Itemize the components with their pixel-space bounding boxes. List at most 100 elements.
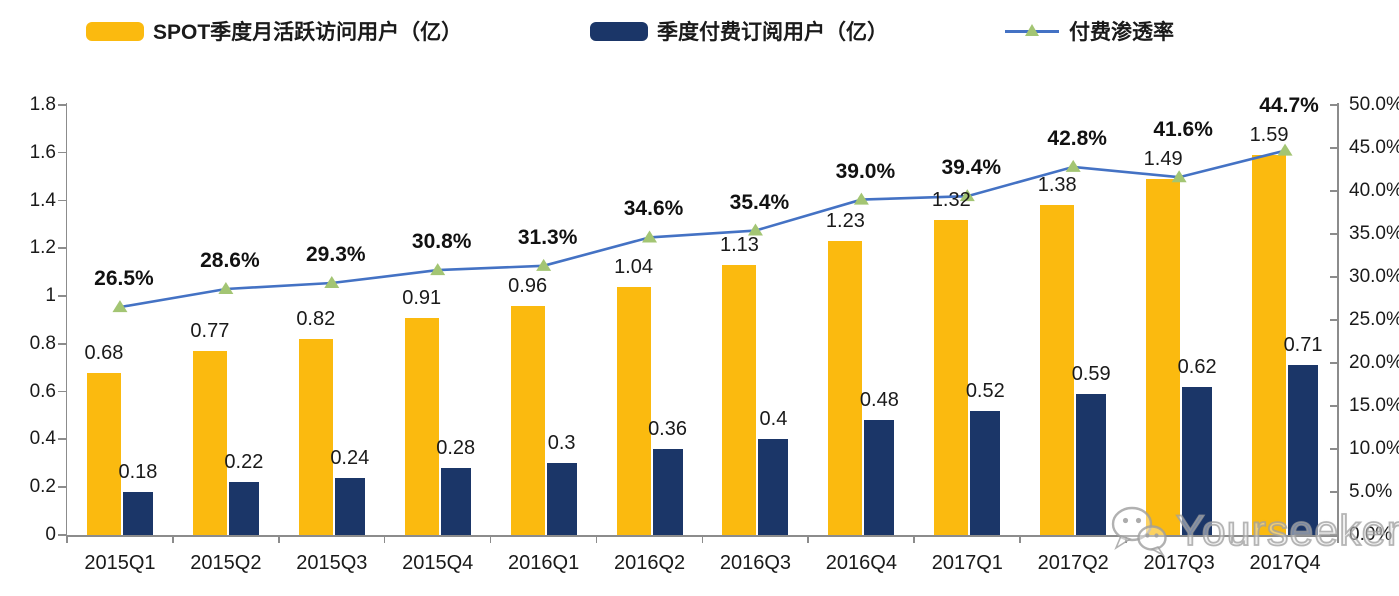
right-axis-tick — [1330, 319, 1338, 321]
bar-mau-2016Q4 — [828, 241, 863, 535]
x-axis-category-label: 2017Q2 — [1037, 552, 1109, 574]
bar-mau-2016Q1 — [510, 305, 545, 535]
bar-label-subscribers-2017Q4: 0.71 — [1283, 334, 1323, 357]
watermark-text: Yourseeker — [1175, 506, 1399, 556]
bar-subscribers-2017Q1 — [970, 410, 1001, 535]
penetration-line — [119, 149, 1286, 309]
bar-label-subscribers-2015Q2: 0.22 — [224, 451, 264, 474]
x-axis-tick — [1231, 535, 1233, 543]
watermark: Yourseeker — [1108, 503, 1399, 559]
left-axis-tick — [58, 438, 66, 441]
bar-mau-2016Q3 — [722, 265, 757, 535]
right-axis-tick — [1330, 534, 1338, 536]
bar-label-subscribers-2015Q1: 0.18 — [118, 461, 158, 483]
x-axis-category-label: 2015Q1 — [84, 552, 156, 574]
left-axis-tick — [58, 199, 66, 202]
penetration-marker-2016Q4 — [853, 192, 869, 205]
bar-mau-2017Q4 — [1252, 155, 1287, 535]
x-axis-tick — [701, 535, 704, 543]
x-axis-category-label: 2016Q2 — [613, 552, 686, 574]
bar-label-subscribers-2016Q2: 0.36 — [648, 418, 687, 440]
bar-subscribers-2017Q4 — [1288, 365, 1319, 535]
left-axis-line — [65, 103, 67, 537]
x-axis-category-label: 2015Q4 — [402, 552, 474, 574]
legend-item-mau: SPOT季度月活跃访问用户（亿） — [86, 16, 462, 46]
bar-label-mau-2017Q4: 1.59 — [1249, 124, 1289, 147]
legend-item-penetration: 付费渗透率 — [1005, 16, 1174, 46]
x-axis-category-label: 2017Q3 — [1143, 552, 1215, 574]
bar-label-subscribers-2016Q1: 0.3 — [547, 432, 576, 455]
legend-item-subscribers: 季度付费订阅用户（亿） — [590, 16, 888, 46]
penetration-label-2015Q2: 28.6% — [200, 249, 260, 273]
x-axis-category-label: 2016Q4 — [825, 552, 897, 574]
bar-subscribers-2015Q2 — [228, 482, 259, 535]
x-axis-tick — [595, 535, 598, 543]
left-axis-tick — [58, 342, 66, 345]
bar-label-mau-2016Q2: 1.04 — [614, 255, 653, 278]
penetration-label-2016Q3: 35.4% — [729, 190, 790, 214]
penetration-label-2017Q3: 41.6% — [1153, 118, 1213, 142]
legend-label-penetration: 付费渗透率 — [1069, 21, 1174, 44]
x-axis-tick — [383, 535, 386, 543]
right-axis-tick-label: 20.0% — [1349, 352, 1399, 373]
x-axis-category-label: 2016Q3 — [719, 552, 792, 574]
bar-label-mau-2017Q2: 1.38 — [1037, 174, 1077, 197]
penetration-marker-2017Q2 — [1065, 159, 1081, 172]
penetration-label-2016Q4: 39.0% — [835, 159, 896, 183]
penetration-label-2015Q1: 26.5% — [94, 267, 154, 291]
penetration-label-2015Q3: 29.3% — [306, 243, 366, 267]
left-axis-tick-label: 1.4 — [29, 189, 56, 211]
subscribers-series-swatch — [590, 21, 648, 41]
bar-mau-2015Q3 — [298, 339, 333, 535]
left-axis-tick-label: 0.4 — [29, 428, 56, 450]
x-axis-category-label: 2017Q1 — [931, 552, 1003, 574]
left-axis-tick — [58, 247, 66, 250]
right-axis-tick — [1330, 147, 1338, 149]
penetration-marker-2015Q4 — [430, 263, 446, 276]
penetration-line-swatch — [1005, 22, 1059, 41]
x-axis-tick — [171, 535, 174, 543]
bar-label-subscribers-2015Q4: 0.28 — [436, 437, 476, 460]
bar-mau-2016Q2 — [616, 286, 651, 535]
x-axis-tick — [913, 535, 916, 543]
bar-subscribers-2017Q2 — [1076, 394, 1107, 535]
penetration-label-2017Q2: 42.8% — [1047, 126, 1107, 150]
bar-label-mau-2015Q2: 0.77 — [190, 320, 230, 343]
x-axis-tick — [1019, 535, 1021, 543]
left-axis-tick — [58, 104, 66, 106]
wechat-icon — [1111, 506, 1167, 558]
right-axis-tick-label: 5.0% — [1349, 481, 1393, 502]
penetration-marker-2015Q1 — [112, 300, 128, 313]
x-axis-category-label: 2016Q1 — [508, 552, 580, 574]
bar-label-mau-2016Q3: 1.13 — [719, 234, 759, 257]
bar-label-mau-2016Q4: 1.23 — [825, 210, 865, 233]
bar-mau-2015Q2 — [192, 351, 227, 535]
bar-label-subscribers-2017Q2: 0.59 — [1071, 363, 1111, 386]
penetration-label-2017Q1: 39.4% — [941, 156, 1002, 180]
x-axis-tick — [66, 535, 68, 543]
bar-label-subscribers-2017Q1: 0.52 — [965, 379, 1005, 402]
right-axis-tick-label: 30.0% — [1349, 266, 1399, 287]
bar-mau-2015Q4 — [404, 317, 439, 535]
x-axis-tick — [1337, 535, 1339, 543]
right-axis-tick-label: 45.0% — [1349, 137, 1399, 158]
x-axis-category-label: 2015Q2 — [190, 552, 262, 574]
bar-subscribers-2017Q3 — [1182, 386, 1213, 535]
bar-mau-2017Q3 — [1146, 179, 1181, 535]
bar-label-mau-2017Q3: 1.49 — [1143, 148, 1183, 171]
left-axis-tick-label: 0.6 — [29, 380, 56, 402]
bar-label-subscribers-2016Q3: 0.4 — [759, 408, 788, 431]
penetration-marker-2015Q3 — [324, 276, 340, 289]
bar-label-subscribers-2015Q3: 0.24 — [330, 446, 370, 469]
right-axis-tick-label: 35.0% — [1349, 223, 1399, 244]
bar-label-mau-2015Q1: 0.68 — [84, 341, 124, 364]
bar-subscribers-2015Q1 — [122, 492, 153, 535]
x-axis-tick — [807, 535, 810, 543]
bar-label-mau-2016Q1: 0.96 — [508, 274, 548, 297]
bar-subscribers-2015Q4 — [440, 468, 471, 535]
bar-subscribers-2016Q2 — [652, 449, 683, 535]
left-axis-tick-label: 0.8 — [29, 332, 56, 354]
mau-series-swatch — [86, 21, 144, 41]
left-axis-tick-label: 1.6 — [29, 141, 56, 163]
right-axis-tick-label: 25.0% — [1349, 309, 1399, 330]
